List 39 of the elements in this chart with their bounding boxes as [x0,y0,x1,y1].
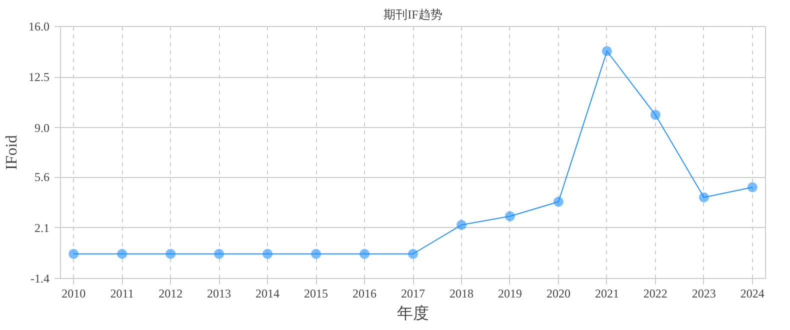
x-tick-label: 2018 [449,286,474,300]
x-tick-label: 2024 [740,286,764,300]
x-tick-label: 2016 [352,286,377,300]
point [166,248,176,259]
x-tick-label: 2013 [207,286,232,300]
y-tick-label: 5.6 [34,170,50,184]
point [698,192,709,202]
point [456,220,466,230]
point [68,248,79,259]
x-axis-title: 年度 [397,304,429,322]
x-tick-label: 2023 [692,286,716,300]
point [553,196,564,207]
y-tick-label: 2.1 [34,220,50,235]
x-tick-label: 2020 [546,286,570,300]
x-tick-label: 2015 [304,286,328,300]
point [650,110,660,120]
point [408,248,418,259]
x-tick-label: 2017 [401,286,425,300]
point [602,46,612,56]
point [360,248,370,259]
y-tick-label: 9.0 [34,120,50,135]
y-tick-label: 12.5 [28,70,50,84]
point [311,248,322,259]
y-axis-title: IFoid [4,135,20,170]
x-tick-label: 2010 [62,286,86,300]
point [262,248,273,259]
y-tick-label: -1.4 [30,272,50,286]
point [117,248,128,259]
x-tick-label: 2011 [110,286,134,300]
x-tick-label: 2021 [594,286,619,300]
point [747,182,758,192]
chart-title: 期刊IF趋势 [384,8,442,22]
x-tick-label: 2022 [643,286,668,300]
x-tick-label: 2012 [158,286,183,300]
x-tick-label: 2014 [256,286,280,300]
x-tick-label: 2019 [498,286,522,300]
y-tick-label: 16.0 [28,20,50,34]
point [214,248,224,259]
point [504,211,515,222]
